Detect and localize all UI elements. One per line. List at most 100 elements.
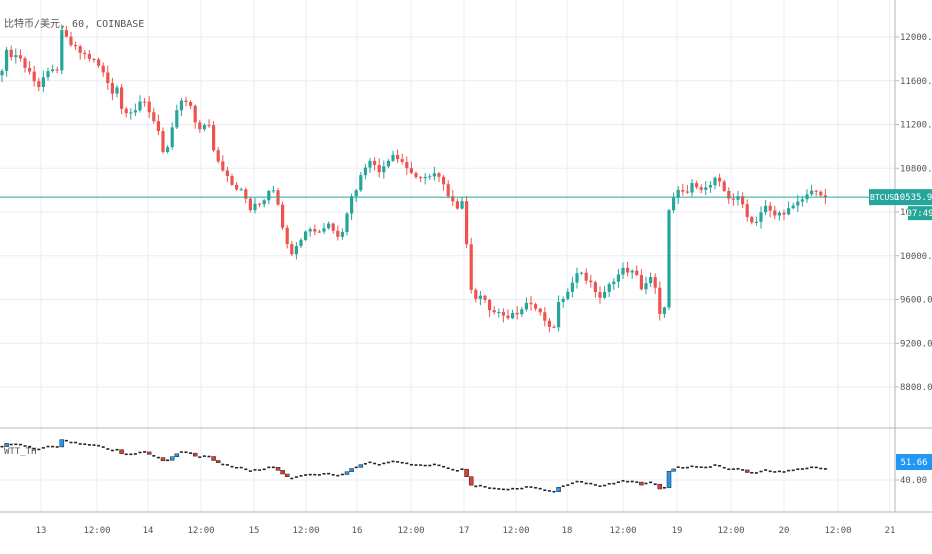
candle-body	[115, 87, 119, 94]
candle-body	[621, 267, 625, 275]
indicator-dot	[14, 443, 18, 446]
candle-body	[478, 295, 482, 299]
indicator-dot	[225, 464, 229, 466]
candle-body	[708, 185, 712, 188]
candle-body	[129, 112, 133, 114]
indicator-dot	[773, 471, 777, 473]
candle-body	[483, 295, 487, 300]
candle-body	[644, 283, 648, 290]
candle-body	[699, 187, 703, 190]
indicator-dot	[561, 485, 565, 488]
candle-body	[396, 154, 400, 160]
candle-body	[225, 170, 229, 177]
indicator-dot	[322, 473, 326, 475]
indicator-dot	[207, 455, 211, 458]
indicator-dot	[400, 461, 404, 464]
candle-body	[750, 216, 754, 223]
candle-body	[810, 190, 814, 195]
indicator-dot	[708, 466, 712, 468]
indicator-dot	[340, 473, 344, 476]
candle-body	[681, 189, 685, 192]
indicator-dot	[189, 452, 193, 454]
time-tick-label: 17	[459, 526, 470, 536]
time-tick-label: 12:00	[717, 526, 744, 536]
price-tick-label: 11600.00	[900, 77, 932, 87]
candle-body	[598, 292, 602, 298]
candle-body	[704, 187, 708, 190]
candle-body	[156, 121, 160, 132]
indicator-dot	[759, 470, 763, 473]
candle-body	[511, 312, 515, 319]
indicator-bar	[215, 460, 221, 464]
candle-body	[299, 239, 303, 247]
price-tick-label: 8800.00	[900, 383, 932, 393]
indicator-dot	[662, 486, 666, 489]
candle-body	[253, 203, 257, 211]
candle-body	[754, 221, 758, 223]
candle-body	[262, 200, 266, 205]
candle-body	[359, 175, 363, 191]
candle-body	[497, 312, 501, 314]
indicator-bar	[284, 473, 290, 477]
indicator-dot	[764, 469, 768, 471]
indicator-dot	[87, 444, 91, 446]
candle-body	[230, 176, 234, 185]
candle-body	[612, 281, 616, 285]
candle-body	[258, 203, 262, 205]
indicator-dot	[800, 468, 804, 470]
indicator-dot	[244, 468, 248, 471]
candle-body	[184, 100, 188, 102]
candle-body	[524, 302, 528, 310]
candle-body	[538, 308, 542, 313]
candle-body	[51, 69, 55, 72]
indicator-dot	[382, 462, 386, 465]
indicator-dot	[612, 482, 616, 485]
indicator-dot	[396, 461, 400, 463]
candle-body	[386, 160, 390, 167]
indicator-dot	[543, 489, 547, 492]
candle-body	[432, 173, 436, 177]
indicator-bar	[275, 467, 281, 471]
indicator-dot	[290, 477, 294, 480]
candle-body	[690, 183, 694, 193]
indicator-dot	[777, 470, 781, 473]
indicator-bar	[657, 483, 663, 490]
candle-body	[603, 291, 607, 298]
indicator-dot	[681, 467, 685, 469]
indicator-dot	[653, 483, 657, 486]
indicator-dot	[83, 443, 87, 445]
indicator-dot	[377, 463, 381, 466]
indicator-dot	[497, 488, 501, 490]
indicator-bar	[639, 481, 644, 486]
candle-body	[557, 301, 561, 328]
candle-body	[819, 191, 823, 196]
indicator-dot	[267, 466, 271, 469]
candle-body	[501, 312, 505, 316]
candle-body	[796, 201, 800, 206]
indicator-dot	[46, 445, 50, 448]
candle-body	[281, 204, 285, 228]
candle-body	[593, 282, 597, 293]
indicator-dot	[506, 488, 510, 491]
candle-body	[308, 229, 312, 232]
candle-body	[626, 267, 630, 273]
indicator-dot	[253, 469, 257, 471]
candle-body	[800, 199, 804, 202]
indicator-bar	[671, 468, 676, 472]
candle-body	[695, 183, 699, 188]
indicator-bar	[464, 468, 469, 477]
indicator-dot	[501, 488, 505, 491]
indicator-dot	[271, 466, 275, 469]
time-tick-label: 12:00	[187, 526, 214, 536]
indicator-dot	[699, 466, 703, 469]
price-tick-label: 11200.00	[900, 121, 932, 131]
candle-body	[175, 110, 179, 128]
indicator-dot	[308, 473, 312, 476]
indicator-badge	[896, 454, 932, 470]
candle-body	[202, 124, 206, 130]
candle-body	[101, 65, 105, 73]
indicator-dot	[69, 441, 73, 444]
candle-body	[639, 275, 643, 290]
